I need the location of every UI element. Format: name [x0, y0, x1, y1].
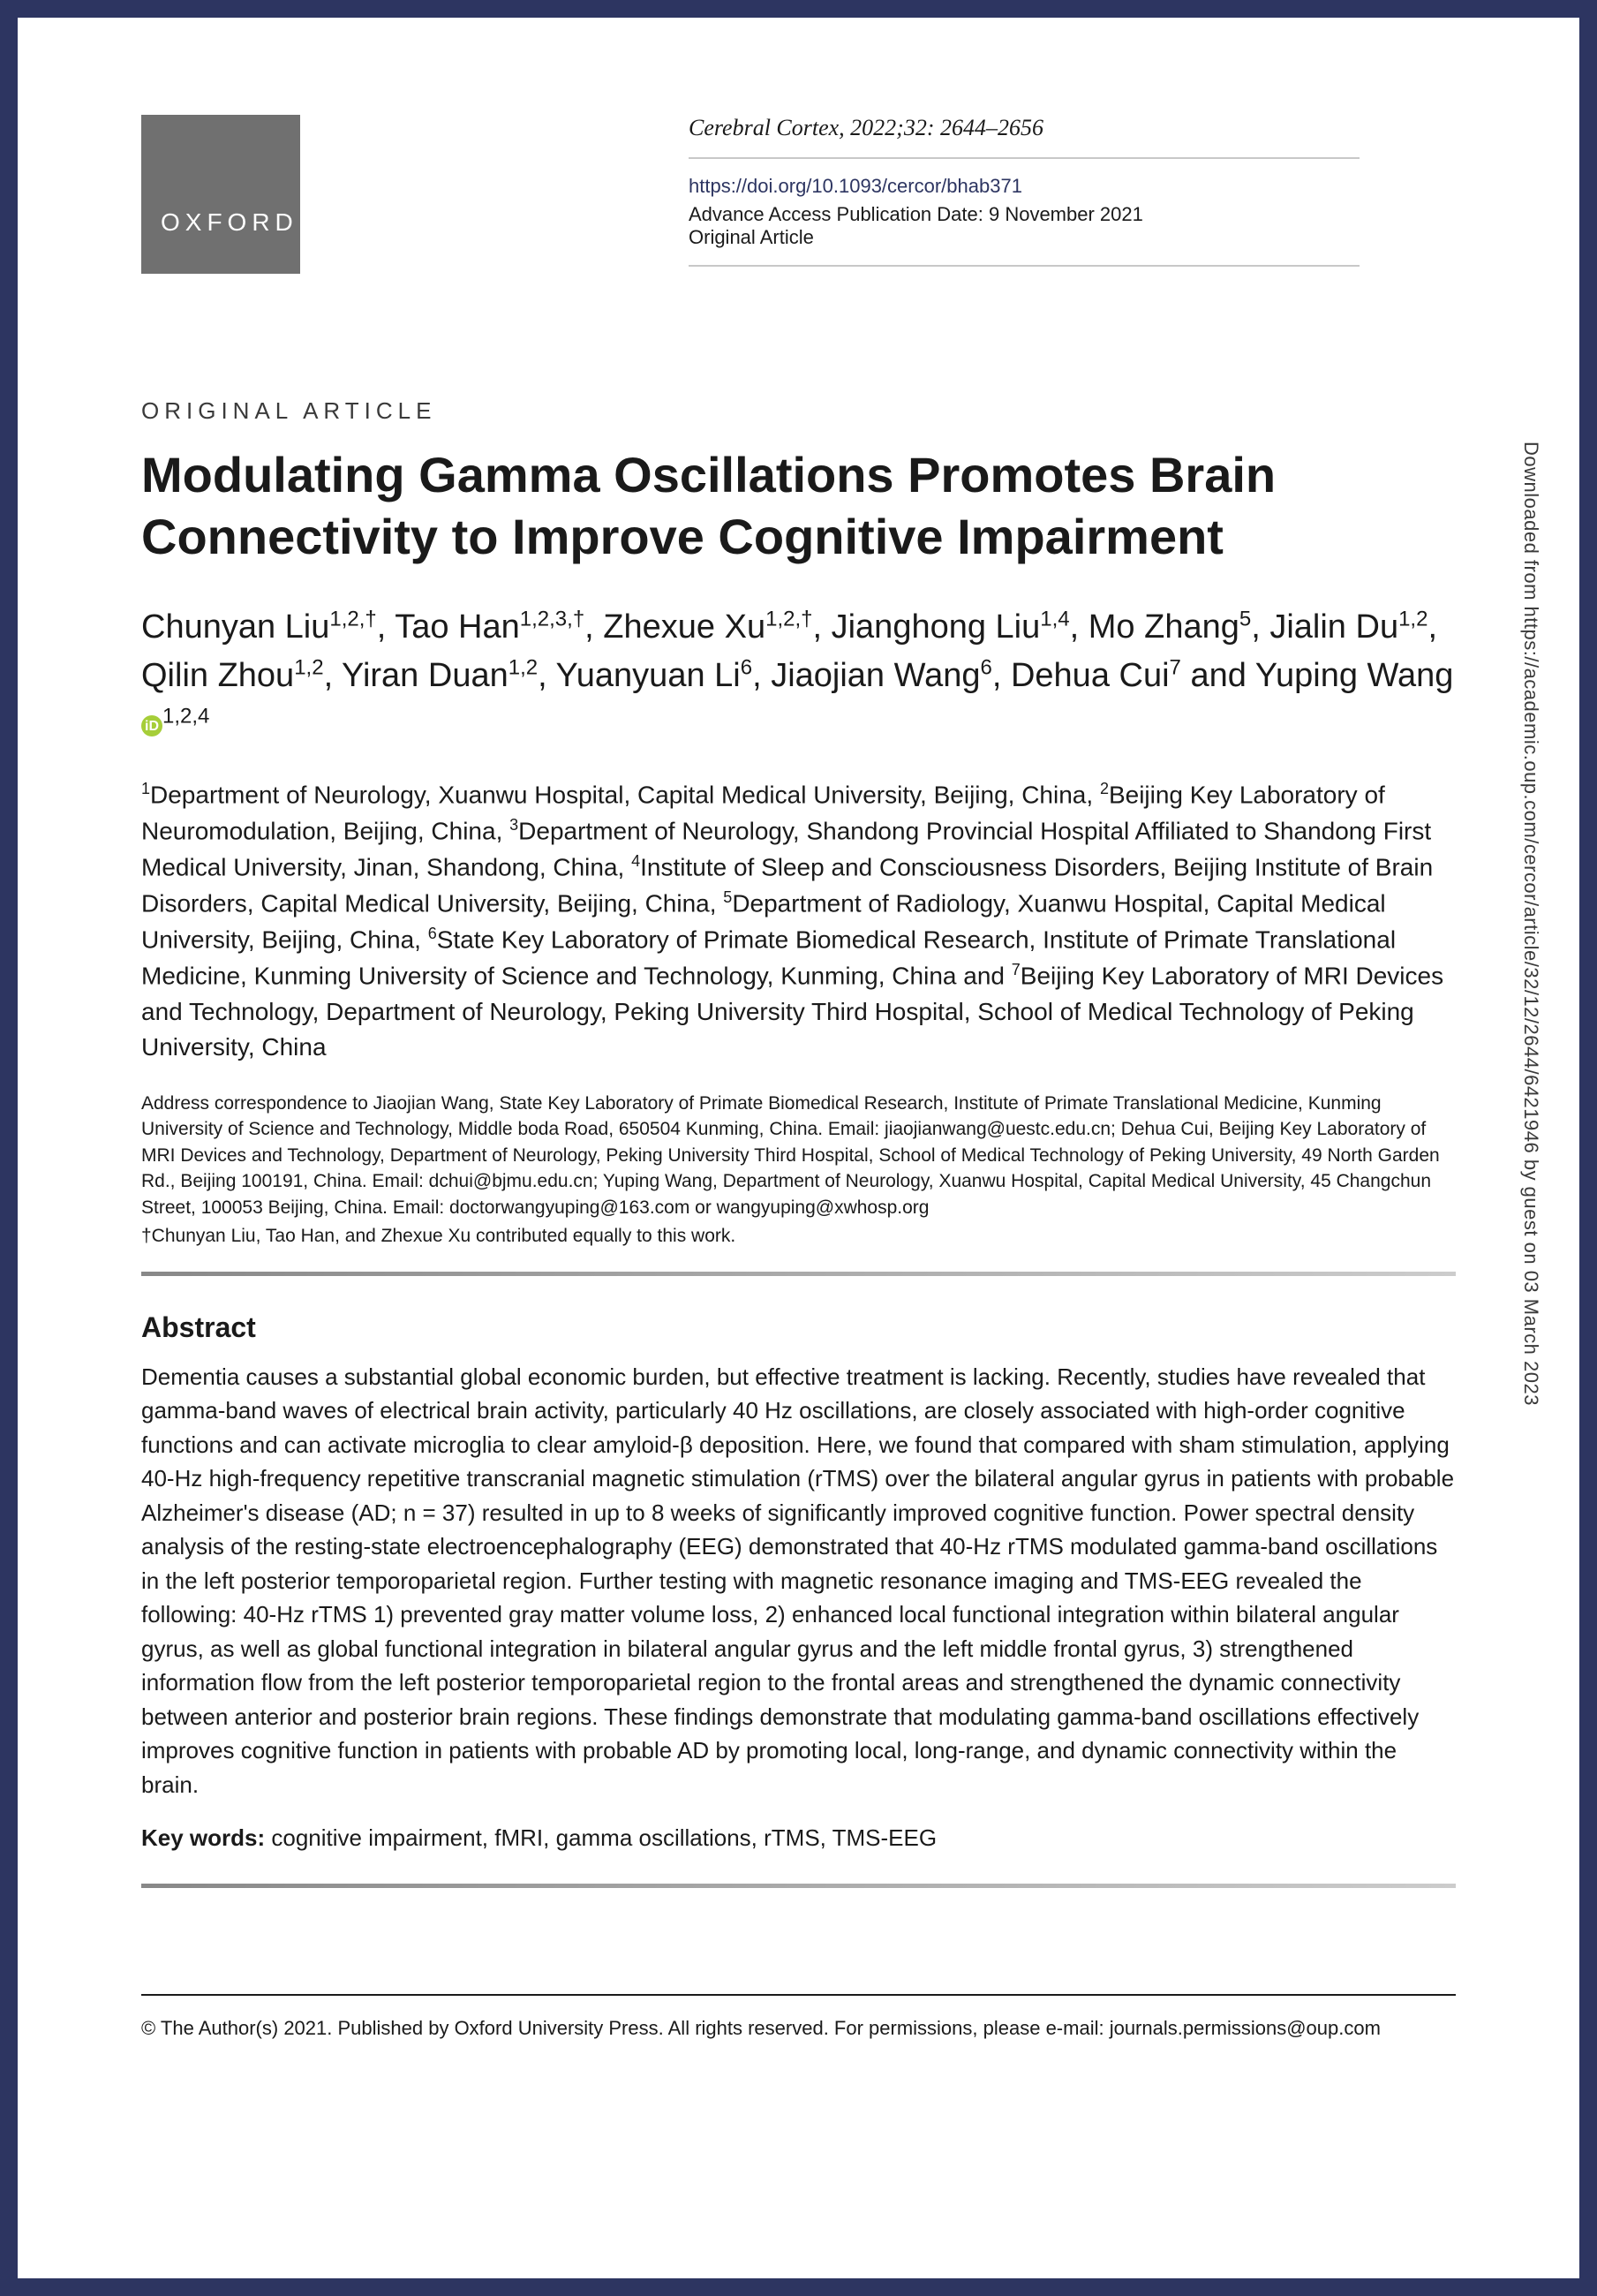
affil-num: 1 [141, 780, 150, 797]
author-affil: 1,2,3,† [520, 607, 584, 631]
affil-num: 5 [723, 888, 732, 906]
author: Mo Zhang [1089, 608, 1239, 646]
oxford-logo-text: OXFORD [161, 208, 298, 237]
author-affil: 1,4 [1040, 607, 1069, 631]
author: Jianghong Liu [832, 608, 1041, 646]
keywords-text: cognitive impairment, fMRI, gamma oscill… [271, 1824, 937, 1851]
keywords-label: Key words: [141, 1824, 271, 1851]
author: Qilin Zhou [141, 657, 294, 694]
copyright: © The Author(s) 2021. Published by Oxfor… [141, 2017, 1456, 2040]
abstract-text: Dementia causes a substantial global eco… [141, 1360, 1456, 1801]
footer-divider [141, 1994, 1456, 1996]
article-title: Modulating Gamma Oscillations Promotes B… [141, 444, 1456, 568]
contribution-note: †Chunyan Liu, Tao Han, and Zhexue Xu con… [141, 1226, 1456, 1247]
affil-num: 3 [509, 816, 518, 834]
author-affil: 5 [1239, 607, 1251, 631]
journal-citation: Cerebral Cortex, 2022;32: 2644–2656 [689, 115, 1360, 159]
section-divider [141, 1884, 1456, 1888]
affil-num: 7 [1012, 961, 1021, 978]
author-affil: 1,2 [508, 655, 538, 679]
author: Yuping Wang [1255, 657, 1454, 694]
keywords: Key words: cognitive impairment, fMRI, g… [141, 1824, 1456, 1852]
article-page: Downloaded from https://academic.oup.com… [18, 18, 1579, 2278]
download-attribution: Downloaded from https://academic.oup.com… [1519, 442, 1542, 1406]
author-affil: 1,2,4 [162, 705, 209, 729]
correspondence: Address correspondence to Jiaojian Wang,… [141, 1091, 1456, 1220]
doi-link[interactable]: https://doi.org/10.1093/cercor/bhab371 [689, 175, 1360, 198]
author-affil: 1,2 [294, 655, 323, 679]
orcid-icon[interactable]: iD [141, 715, 162, 736]
author-affil: 1,2 [1398, 607, 1428, 631]
journal-info: Cerebral Cortex, 2022;32: 2644–2656 http… [689, 115, 1360, 267]
oxford-logo: OXFORD [141, 115, 300, 274]
article-type-label: ORIGINAL ARTICLE [141, 397, 1456, 425]
affil-num: 4 [631, 852, 640, 870]
author-affil: 1,2,† [765, 607, 812, 631]
authors-list: Chunyan Liu1,2,†, Tao Han1,2,3,†, Zhexue… [141, 603, 1456, 749]
author: Yuanyuan Li [556, 657, 741, 694]
section-divider [141, 1272, 1456, 1276]
article-type-small: Original Article [689, 226, 1360, 267]
author-affil: 7 [1170, 655, 1181, 679]
author-affil: 6 [741, 655, 752, 679]
affil-num: 2 [1100, 780, 1109, 797]
publication-date: Advance Access Publication Date: 9 Novem… [689, 203, 1360, 226]
and-separator: and [1181, 657, 1255, 694]
author: Jialin Du [1269, 608, 1398, 646]
author: Tao Han [395, 608, 520, 646]
author: Dehua Cui [1011, 657, 1170, 694]
author: Chunyan Liu [141, 608, 329, 646]
header-row: OXFORD Cerebral Cortex, 2022;32: 2644–26… [141, 115, 1456, 274]
author: Zhexue Xu [603, 608, 765, 646]
abstract-heading: Abstract [141, 1311, 1456, 1344]
affil-num: 6 [428, 925, 437, 942]
affil-text: Department of Neurology, Xuanwu Hospital… [150, 782, 1100, 809]
author: Yiran Duan [342, 657, 508, 694]
author-affil: 1,2,† [329, 607, 376, 631]
author: Jiaojian Wang [771, 657, 980, 694]
author-affil: 6 [980, 655, 991, 679]
affiliations: 1Department of Neurology, Xuanwu Hospita… [141, 777, 1456, 1066]
